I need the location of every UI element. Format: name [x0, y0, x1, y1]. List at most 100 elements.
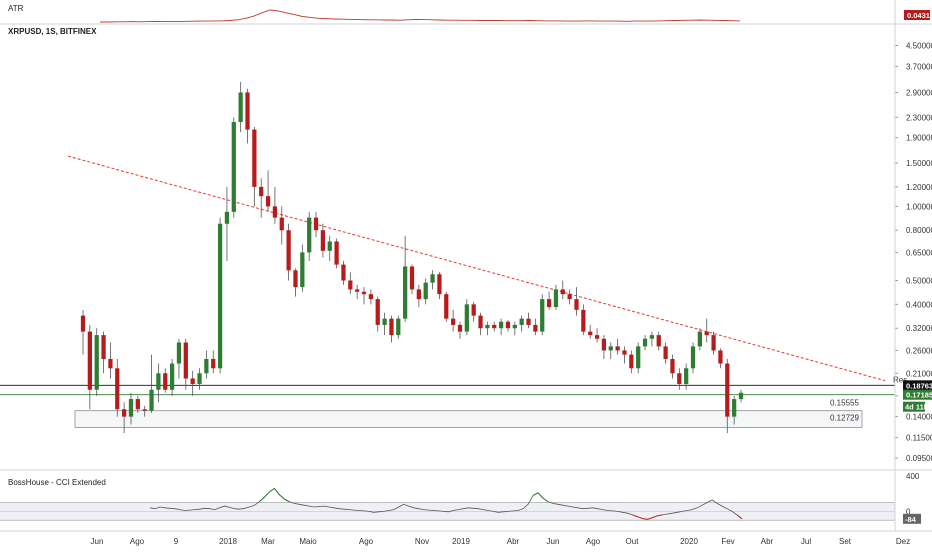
candle-body [588, 331, 593, 336]
candle-body [396, 318, 401, 336]
candle-body [485, 324, 490, 329]
candle-body [368, 294, 373, 300]
cci-extreme-segment [259, 496, 265, 503]
candle-body [526, 318, 531, 325]
candle-body [245, 92, 250, 130]
candle-body [505, 321, 511, 329]
candle-body [163, 373, 168, 390]
cci-extreme-segment [542, 497, 549, 503]
candle-body [608, 346, 613, 351]
candle-body [204, 358, 209, 374]
cci-panel[interactable]: BossHouse - CCI Extended 400 0-84 [0, 472, 921, 524]
atr-value-tag-bg [904, 10, 930, 20]
candle-body [697, 331, 702, 347]
candle-body [272, 206, 278, 218]
candle-body [704, 331, 709, 336]
time-tick-label: 9 [174, 537, 179, 546]
time-tick-label: Set [839, 537, 852, 546]
candle-body [80, 315, 86, 332]
candle-body [594, 335, 600, 339]
candle-body [581, 309, 586, 332]
price-tag-bg [903, 380, 932, 391]
candle-body [546, 299, 552, 308]
horizontal-lines[interactable] [0, 384, 895, 396]
candle-body [498, 321, 504, 329]
candle-body [718, 350, 723, 364]
cci-value-tag-bg [903, 513, 921, 524]
candle-body [444, 294, 449, 319]
candle-body [382, 318, 387, 325]
candle-body [224, 211, 230, 224]
candle-body [601, 338, 607, 351]
candle-body [732, 399, 737, 417]
time-tick-label: 2020 [680, 537, 698, 546]
candle-body [142, 409, 147, 411]
candle-body [217, 223, 223, 369]
atr-title: ATR [8, 4, 24, 13]
time-tick-label: Ago [586, 537, 601, 546]
atr-panel: ATR 0.04315 [8, 4, 932, 23]
cci-extreme-segment [652, 515, 658, 519]
candle-body [265, 196, 271, 207]
cci-extreme-segment [532, 492, 539, 496]
candle-body [94, 335, 99, 390]
candle-body [560, 289, 565, 295]
candle-body [629, 354, 634, 369]
candle-body [135, 399, 140, 410]
candle-body [423, 282, 428, 300]
price-tag: 0.17185 [906, 391, 932, 400]
cci-extreme-segment [632, 514, 638, 518]
resistance-trendline[interactable]: Res [67, 155, 907, 385]
cci-extreme-segment [284, 498, 290, 503]
candle-body [409, 266, 415, 290]
price-tag: 0.18763 [906, 381, 932, 390]
support-zone[interactable]: 0.15555 0.12729 [74, 399, 863, 428]
support-box [74, 410, 863, 428]
countdown-tag: 4d 11h [905, 403, 929, 412]
candle-body [320, 230, 326, 251]
support-bottom-label: 0.12729 [830, 414, 859, 423]
time-tick-label: Abr [761, 537, 774, 546]
candle-body [574, 299, 579, 310]
price-tick-label: 1.90000 [906, 134, 932, 143]
time-axis[interactable]: Jun Ago 9 2018 Mar Maio Ago Nov 2019 Abr Jun Ago Out… [91, 537, 911, 546]
candle-body [238, 92, 243, 123]
candle-body [197, 373, 202, 384]
time-tick-label: 2018 [219, 537, 237, 546]
price-tick-label: 2.30000 [906, 113, 932, 122]
candle-body [519, 318, 524, 325]
price-tick-label: 3.70000 [906, 62, 932, 71]
candle-body [334, 241, 339, 265]
candle-body [108, 358, 113, 369]
time-tick-label: Maio [299, 537, 317, 546]
candle-body [711, 335, 716, 351]
candles[interactable] [80, 81, 744, 434]
candle-body [553, 289, 559, 308]
cci-extreme-segment [736, 514, 743, 520]
candle-body [738, 392, 744, 400]
candle-body [361, 291, 367, 295]
candle-body [670, 358, 675, 374]
candle-body [211, 358, 216, 369]
candle-body [492, 324, 497, 329]
candle-body [615, 346, 620, 351]
candle-body [307, 217, 312, 253]
countdown-tag-bg [903, 401, 925, 412]
candle-body [293, 270, 298, 288]
candle-body [190, 378, 195, 384]
cci-extreme-segment [273, 488, 280, 495]
cci-extreme-segment [642, 517, 648, 520]
candle-body [389, 318, 394, 336]
